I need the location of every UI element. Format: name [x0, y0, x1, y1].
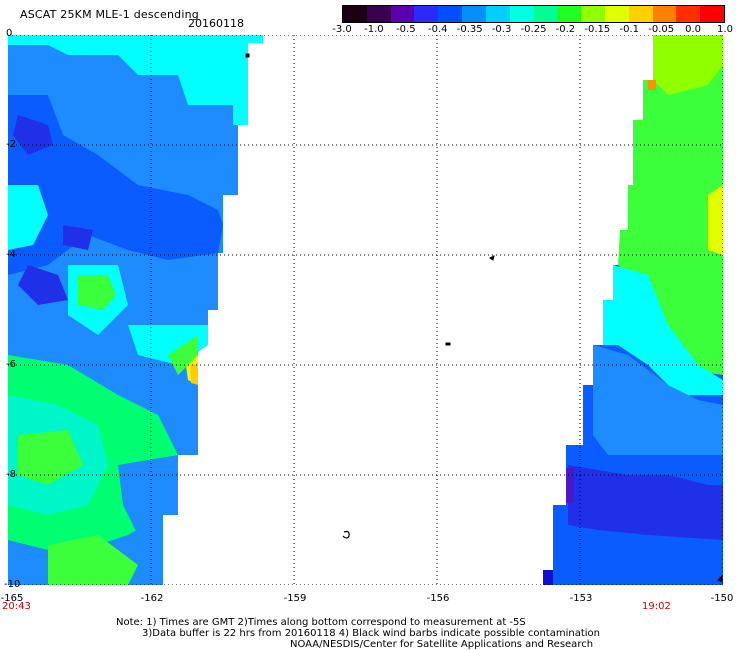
- colorbar: [342, 5, 725, 23]
- colorbar-swatch: [628, 6, 653, 22]
- right-swath-purple-edge: [566, 468, 574, 503]
- y-label-4: -8: [6, 469, 16, 480]
- colorbar-label: -0.1: [619, 24, 640, 35]
- map-date: 20160118: [188, 17, 244, 30]
- right-swath-lime-north: [653, 35, 723, 95]
- colorbar-swatch: [390, 6, 415, 22]
- right-swath-yellow-east: [708, 185, 723, 255]
- right-swath-dark-blue: [568, 465, 723, 540]
- colorbar-label: -0.5: [396, 24, 416, 35]
- right-swath-orange: [648, 80, 656, 90]
- colorbar-labels: -3.0 -1.0 -0.5 -0.4 -0.35 -0.3 -0.25 -0.2 -0.15-…: [330, 24, 733, 36]
- colorbar-label: -0.25: [520, 24, 547, 35]
- left-swath-green-ring: [78, 275, 116, 310]
- right-swath: [543, 35, 723, 585]
- colorbar-swatch: [533, 6, 558, 22]
- note-line-2: 3)Data buffer is 22 hrs from 20160118 4)…: [142, 628, 600, 639]
- map-title: ASCAT 25KM MLE-1 descending: [20, 8, 199, 21]
- left-swath-green-patch: [18, 430, 138, 585]
- y-label-5: -10: [4, 579, 21, 590]
- colorbar-swatch: [366, 6, 391, 22]
- colorbar-swatch: [438, 6, 463, 22]
- colorbar-label: -0.35: [456, 24, 483, 35]
- left-swath: [8, 35, 263, 585]
- colorbar-swatch: [509, 6, 534, 22]
- left-swath-cyan-top: [8, 35, 263, 125]
- y-label-3: -6: [6, 359, 16, 370]
- wind-barbs: [245, 53, 723, 583]
- y-label-0: 0: [6, 28, 13, 39]
- left-swath-blue-south: [118, 455, 178, 585]
- left-swath-dark-blue: [8, 95, 223, 275]
- colorbar-swatch: [700, 6, 724, 22]
- colorbar-label: -0.4: [427, 24, 448, 35]
- colorbar-swatch: [485, 6, 510, 22]
- y-label-2: -4: [6, 249, 16, 260]
- swath-map: [8, 35, 723, 585]
- note-line-3: NOAA/NESDIS/Center for Satellite Applica…: [290, 639, 594, 650]
- time-left: 20:43: [2, 601, 31, 612]
- colorbar-swatch: [414, 6, 439, 22]
- colorbar-label: 1.0: [717, 24, 733, 35]
- left-swath-green-edge: [168, 335, 198, 375]
- colorbar-swatch: [676, 6, 701, 22]
- colorbar-label: -0.2: [555, 24, 576, 35]
- right-swath-light-blue: [593, 345, 723, 455]
- x-label-2: -159: [283, 593, 307, 604]
- x-label-3: -156: [426, 593, 450, 604]
- x-label-0: -165: [0, 593, 24, 604]
- colorbar-label: -0.3: [491, 24, 512, 35]
- right-swath-navy-corner: [543, 570, 553, 585]
- colorbar-swatch: [604, 6, 629, 22]
- left-swath-deep-blue: [13, 115, 93, 305]
- colorbar-label: 0.0: [685, 24, 702, 35]
- left-swath-gold: [190, 363, 198, 385]
- x-label-5: -150: [710, 593, 734, 604]
- right-swath-cyan: [603, 265, 723, 395]
- colorbar-swatch: [581, 6, 605, 22]
- x-label-4: -153: [569, 593, 593, 604]
- colorbar-swatch: [462, 6, 486, 22]
- x-label-1: -162: [140, 593, 164, 604]
- colorbar-label: -0.05: [648, 24, 675, 35]
- colorbar-label: -0.15: [584, 24, 611, 35]
- colorbar-swatch: [343, 6, 367, 22]
- note-line-1: Note: 1) Times are GMT 2)Times along bot…: [116, 617, 526, 628]
- y-label-1: -2: [6, 139, 16, 150]
- colorbar-swatch: [557, 6, 582, 22]
- colorbar-swatch: [652, 6, 677, 22]
- time-right: 19:02: [642, 601, 671, 612]
- colorbar-label: -3.0: [332, 24, 352, 35]
- colorbar-label: -1.0: [364, 24, 384, 35]
